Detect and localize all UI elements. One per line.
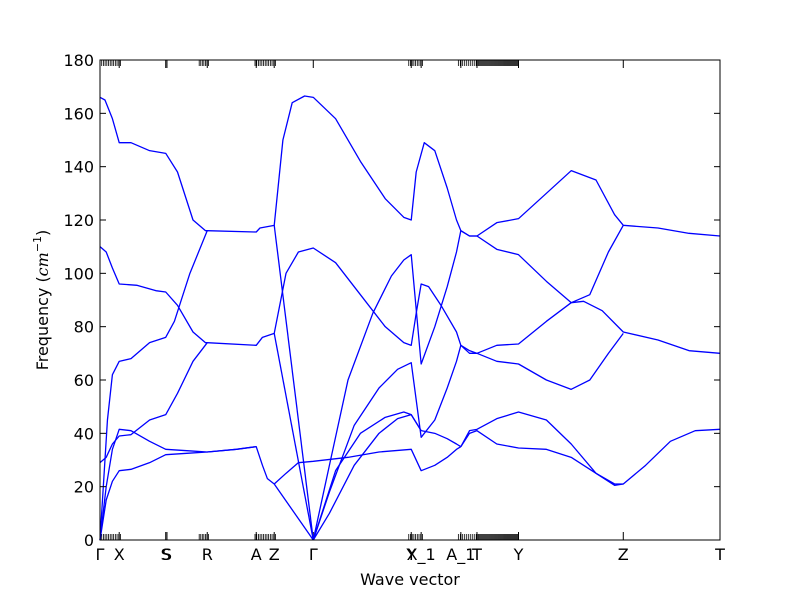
y-tick-label: 0 [84,531,94,550]
x-tick-label: Y [405,545,416,564]
x-axis-label: Wave vector [360,570,460,589]
dispersion-branch [99,95,721,237]
x-tick-label: Z [269,545,280,564]
y-tick-label: 100 [63,264,94,283]
y-tick-label: 140 [63,158,94,177]
y-tick-label: 60 [74,371,94,390]
x-tick-label: A_1 [446,545,475,565]
dispersion-branch [312,411,422,541]
x-tick-label: R [202,545,213,564]
dispersion-branch [460,332,624,390]
y-tick-label: 40 [74,424,94,443]
x-tick-label: S [162,545,172,564]
dispersion-branch [99,246,721,354]
dispersion-branch [99,428,257,541]
dispersion-branch [460,225,624,304]
dispersion-branch [273,225,314,541]
y-tick-label: 120 [63,211,94,230]
dispersion-branch [273,333,314,541]
x-tick-label: T [714,545,725,564]
x-tick-label: X [114,545,125,564]
y-tick-label: 160 [63,104,94,123]
x-tick-label: A [251,545,262,564]
x-tick-label: Γ [96,545,105,564]
y-tick-label: 180 [63,51,94,70]
x-tick-label: Y [513,545,524,564]
dispersion-branch [99,230,208,541]
dispersion-branch [460,411,721,486]
y-tick-label: 80 [74,318,94,337]
branches [99,95,721,541]
x-tick-label: X_1 [407,545,436,565]
dispersion-branch [273,483,314,541]
x-tick-label: T [471,545,482,564]
dispersion-branch [312,345,462,541]
x-tick-label: Z [618,545,629,564]
y-axis-label: Frequency (cm−1) [31,230,52,371]
y-ticks: 0 20 40 60 80 100 120 140 160 180 [63,51,720,550]
dispersion-branch [273,446,462,485]
dispersion-branch [312,230,462,541]
plot-area [100,60,720,540]
dispersion-branch [460,430,624,485]
y-tick-label: 20 [74,478,94,497]
dispersion-branch [99,342,208,464]
x-tick-label: S [161,545,171,564]
dispersion-branch [99,446,275,541]
x-tick-label: Γ [309,545,318,564]
x-tick-labels: Γ X SS R A Z Γ YX_1 A_1T Y Z T [96,545,726,565]
plot-frame [99,59,721,541]
